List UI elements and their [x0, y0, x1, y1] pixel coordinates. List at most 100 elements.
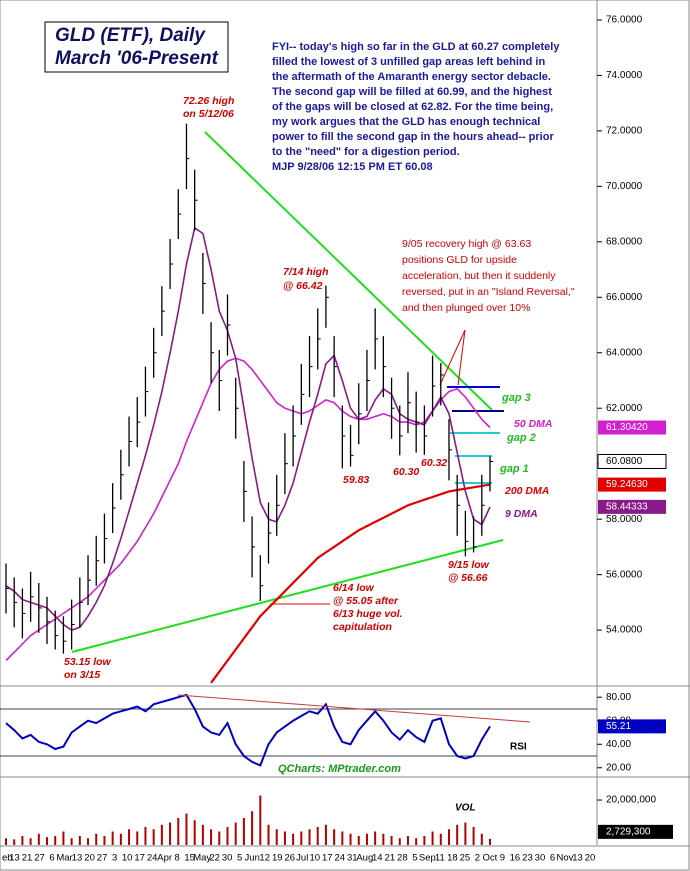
gap-label: gap 1: [499, 463, 529, 475]
x-tick-label: 21: [385, 853, 396, 864]
volume-bar: [169, 822, 172, 845]
volume-bar: [13, 839, 16, 845]
commentary-line: filled the lowest of 3 unfilled gap area…: [272, 56, 545, 68]
gap-label: gap 2: [506, 432, 536, 444]
volume-bar: [398, 838, 401, 845]
line: [210, 483, 491, 684]
volume-bar: [70, 838, 73, 845]
chart-title: GLD (ETF), Daily: [55, 25, 206, 46]
commentary-line: the aftermath of the Amaranth energy sec…: [272, 71, 551, 83]
x-tick-label: 24: [334, 853, 345, 864]
value-flag-label: 2,729,300: [606, 827, 651, 838]
commentary-line: FYI-- today's high so far in the GLD at …: [272, 41, 560, 53]
volume-bar: [300, 831, 303, 845]
volume-bar: [292, 833, 295, 845]
volume-bar: [357, 836, 360, 845]
note: acceleration, but then it suddenly: [402, 270, 556, 282]
x-tick-label: 30: [535, 853, 546, 864]
x-tick-label: 17: [134, 853, 145, 864]
y-tick-label: 74.0000: [606, 70, 643, 81]
pointer: [439, 329, 466, 386]
volume-bar: [46, 837, 49, 845]
volume-bar: [103, 836, 106, 845]
x-tick-label: 16: [510, 853, 521, 864]
volume-bar: [234, 822, 237, 845]
volume-bar: [464, 822, 467, 845]
volume-bar: [54, 836, 57, 845]
y-tick-label: 64.0000: [606, 347, 643, 358]
volume-bar: [316, 827, 319, 845]
source: QCharts: MPtrader.com: [278, 763, 401, 775]
y-tick-label: 62.0000: [606, 403, 643, 414]
note: 59.83: [343, 474, 369, 486]
volume-bar: [177, 818, 180, 845]
x-tick-label: Nov: [557, 853, 574, 864]
note: 60.32: [421, 457, 447, 469]
x-tick-label: Jul: [296, 853, 308, 864]
volume-bar: [242, 818, 245, 845]
x-tick-label: 18: [447, 853, 458, 864]
note: reversed, put in an "Island Reversal,": [402, 286, 575, 298]
volume-bar: [374, 831, 377, 845]
legend-label: 9 DMA: [505, 508, 538, 520]
volume-bar: [308, 829, 311, 845]
value-flag-label: 59.24630: [606, 479, 648, 490]
x-tick-label: 27: [97, 853, 108, 864]
line: [5, 226, 491, 631]
volume-bar: [333, 829, 336, 845]
value-flag-label: 60.0800: [606, 456, 643, 467]
volume-bar: [62, 831, 65, 845]
volume-bar: [341, 831, 344, 845]
y-tick-label: 68.0000: [606, 236, 643, 247]
note: 9/15 low: [448, 559, 490, 571]
volume-bar: [283, 831, 286, 845]
volume-bar: [160, 824, 163, 845]
x-tick-label: 26: [284, 853, 295, 864]
volume-bar: [218, 831, 221, 845]
volume-bar: [447, 829, 450, 845]
volume-bar: [406, 836, 409, 845]
note: on 5/12/06: [183, 108, 234, 120]
volume-bar: [275, 829, 278, 845]
x-tick-label: 6: [550, 853, 555, 864]
volume-bar: [489, 838, 491, 845]
x-tick-label: 27: [34, 853, 45, 864]
x-tick-label: 12: [259, 853, 270, 864]
trendline: [204, 131, 493, 411]
trendline: [71, 539, 504, 653]
volume-bar: [226, 827, 229, 845]
note: and then plunged over 10%: [402, 302, 530, 314]
note: 6/14 low: [333, 582, 375, 594]
note: @ 56.66: [448, 572, 488, 584]
x-tick-label: 31: [347, 853, 358, 864]
volume-bar: [193, 820, 196, 845]
x-tick-label: Sep: [419, 853, 436, 864]
value-flag: [598, 824, 673, 839]
volume-bar: [349, 833, 352, 845]
x-tick-label: 21: [22, 853, 33, 864]
volume-bar: [423, 836, 426, 845]
volume-bar: [382, 833, 385, 845]
note: 9/05 recovery high @ 63.63: [402, 238, 531, 250]
x-tick-label: 6: [49, 853, 54, 864]
volume-bar: [87, 838, 90, 845]
volume-bar: [267, 824, 270, 845]
volume-bar: [95, 833, 98, 845]
value-flag: [598, 499, 666, 514]
x-tick-label: Oct: [483, 853, 498, 864]
note: @ 55.05 after: [333, 595, 399, 607]
line: [5, 357, 491, 662]
y-tick-label: 72.0000: [606, 126, 643, 137]
commentary-line: The second gap will be filled at 60.99, …: [272, 86, 552, 98]
y-tick-label: 80.00: [606, 692, 631, 703]
y-tick-label: 66.0000: [606, 292, 643, 303]
note: on 3/15: [64, 669, 100, 681]
x-tick-label: 14: [372, 853, 383, 864]
x-tick-label: Aug: [356, 853, 373, 864]
note: 53.15 low: [64, 656, 112, 668]
volume-bar: [78, 836, 81, 845]
x-tick-label: Apr: [157, 853, 172, 864]
volume-bar: [365, 833, 368, 845]
x-tick-label: 13: [9, 853, 20, 864]
